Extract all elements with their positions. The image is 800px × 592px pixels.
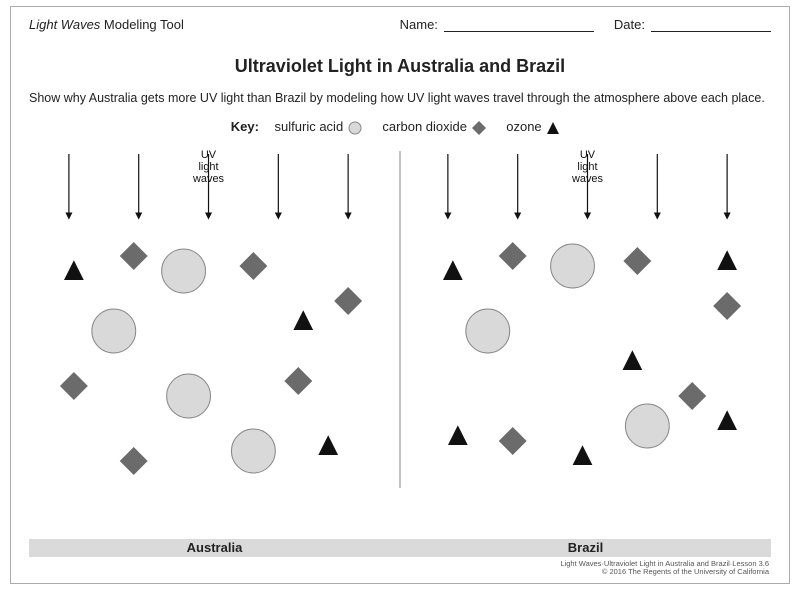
tool-title: Light Waves Modeling Tool (29, 17, 184, 32)
legend-item-sulfuric: sulfuric acid (275, 119, 367, 134)
country-bar-brazil: Brazil (400, 539, 771, 557)
diamond-icon (471, 120, 487, 136)
country-label-right: Brazil (568, 540, 603, 555)
date-field: Date: (614, 17, 771, 32)
tool-title-rest: Modeling Tool (100, 17, 184, 32)
name-line[interactable] (444, 18, 594, 32)
name-label: Name: (400, 17, 438, 32)
page-title: Ultraviolet Light in Australia and Brazi… (11, 56, 789, 77)
circle-icon (347, 120, 363, 136)
instructions-text: Show why Australia gets more UV light th… (11, 91, 789, 105)
svg-text:waves: waves (192, 173, 225, 185)
svg-text:light: light (577, 161, 597, 173)
legend-row: Key: sulfuric acid carbon dioxide ozone (11, 119, 789, 136)
date-label: Date: (614, 17, 645, 32)
legend-item-label: ozone (506, 119, 541, 134)
footer-line2: © 2016 The Regents of the University of … (560, 568, 769, 577)
legend-item-label: sulfuric acid (275, 119, 344, 134)
date-line[interactable] (651, 18, 771, 32)
svg-text:UV: UV (201, 149, 217, 161)
header-row: Light Waves Modeling Tool Name: Date: (11, 7, 789, 36)
legend-item-co2: carbon dioxide (382, 119, 490, 134)
country-labels-row: Australia Brazil (29, 539, 771, 557)
footer-credits: Light Waves·Ultraviolet Light in Austral… (560, 560, 769, 577)
country-bar-australia: Australia (29, 539, 400, 557)
diagram-area: UVlightwavesUVlightwaves (29, 146, 771, 506)
name-field: Name: (400, 17, 594, 32)
legend-item-ozone: ozone (506, 119, 561, 134)
svg-text:light: light (198, 161, 218, 173)
country-label-left: Australia (187, 540, 243, 555)
triangle-icon (545, 120, 561, 136)
svg-text:UV: UV (580, 149, 596, 161)
legend-item-label: carbon dioxide (382, 119, 467, 134)
worksheet-page: Light Waves Modeling Tool Name: Date: Ul… (10, 6, 790, 584)
svg-text:waves: waves (571, 173, 604, 185)
diagram-svg: UVlightwavesUVlightwaves (29, 146, 771, 506)
tool-title-italic: Light Waves (29, 17, 100, 32)
legend-label: Key: (231, 119, 259, 134)
